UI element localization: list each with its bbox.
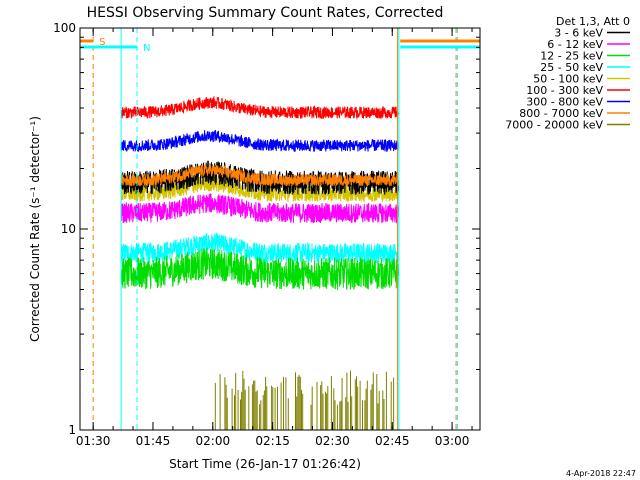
- y-axis-label: Corrected Count Rate (s⁻¹ detector⁻¹): [28, 116, 42, 342]
- legend-label-6-12-kev: 6 - 12 keV: [547, 38, 603, 51]
- x-tick-label-4: 02:30: [315, 434, 350, 448]
- legend-label-800-7000-kev: 800 - 7000 keV: [519, 107, 603, 120]
- series-trace-12-25-kev: [120, 247, 399, 290]
- legend-label-12-25-kev: 12 - 25 keV: [540, 50, 603, 63]
- legend-label-3-6-kev: 3 - 6 keV: [554, 27, 603, 40]
- series-trace-300-800-kev: [120, 129, 399, 153]
- legend-label-300-800-kev: 300 - 800 keV: [526, 96, 603, 109]
- series-trace-3-6-kev: [120, 160, 399, 195]
- series-trace-6-12-kev: [120, 193, 399, 225]
- series-trace-100-300-kev: [120, 95, 399, 121]
- legend-title: Det 1,3, Att 0: [556, 15, 630, 28]
- x-tick-label-5: 02:45: [375, 434, 410, 448]
- y-tick-label-1: 10: [61, 222, 76, 236]
- series-layer: [120, 95, 399, 430]
- legend-label-7000-20000-kev: 7000 - 20000 keV: [505, 119, 603, 132]
- marker-layer: SN: [80, 28, 480, 430]
- series-trace-800-7000-kev: [120, 164, 399, 188]
- x-axis-label: Start Time (26-Jan-17 01:26:42): [169, 457, 361, 471]
- flag-label-n: N: [143, 43, 150, 54]
- x-tick-label-3: 02:15: [255, 434, 290, 448]
- x-tick-label-6: 03:00: [435, 434, 470, 448]
- y-tick-label-0: 1: [68, 423, 76, 437]
- y-tick-label-2: 100: [53, 21, 76, 35]
- series-trace-7000-20000-kev: [214, 370, 395, 430]
- x-tick-label-0: 01:30: [76, 434, 111, 448]
- x-tick-label-1: 01:45: [136, 434, 171, 448]
- legend-label-50-100-kev: 50 - 100 keV: [533, 73, 603, 86]
- axis-layer: 01:30 01:45 02:00 02:15 02:30 02:45 03:00 1 10 10…: [53, 21, 480, 448]
- flag-label-s: S: [99, 37, 105, 48]
- timestamp: 4-Apr-2018 22:47: [566, 469, 636, 478]
- chart-title: HESSI Observing Summary Count Rates, Cor…: [87, 5, 444, 21]
- x-tick-label-2: 02:00: [196, 434, 231, 448]
- legend-label-25-50-kev: 25 - 50 keV: [540, 61, 603, 74]
- legend-label-100-300-kev: 100 - 300 keV: [526, 84, 603, 97]
